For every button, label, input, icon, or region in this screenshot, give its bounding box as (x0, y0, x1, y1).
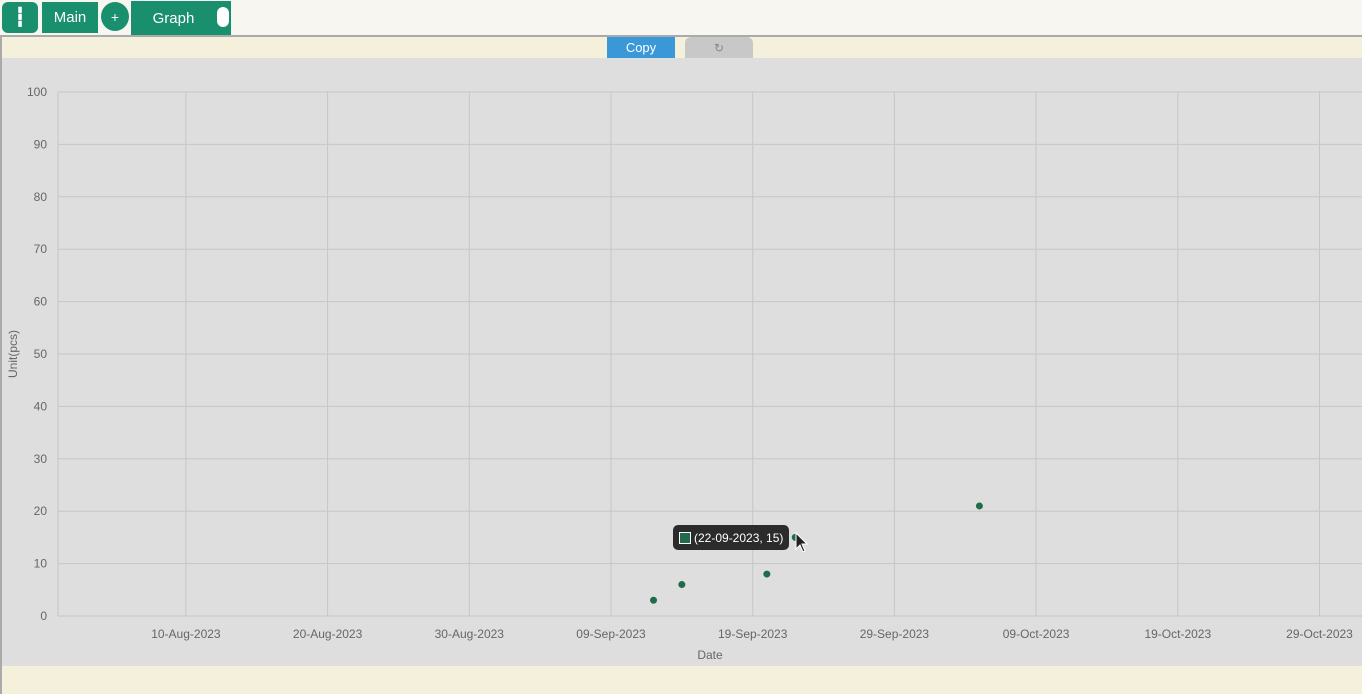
x-tick-label: 29-Oct-2023 (1286, 627, 1353, 641)
x-tick-label: 19-Oct-2023 (1144, 627, 1211, 641)
y-tick-label: 70 (34, 242, 48, 256)
x-tick-label: 20-Aug-2023 (293, 627, 363, 641)
x-tick-label: 29-Sep-2023 (860, 627, 930, 641)
y-tick-label: 60 (34, 295, 48, 309)
menu-icon[interactable]: ┇ (2, 2, 38, 33)
y-tick-label: 30 (34, 452, 48, 466)
y-tick-label: 10 (34, 557, 48, 571)
data-point[interactable] (650, 596, 658, 604)
mouse-cursor-icon (795, 532, 809, 553)
y-tick-label: 90 (34, 137, 48, 151)
x-axis-label: Date (697, 648, 723, 662)
tab-graph[interactable]: Graph (131, 1, 231, 35)
x-tick-label: 30-Aug-2023 (435, 627, 505, 641)
y-tick-label: 50 (34, 347, 48, 361)
tab-toggle-icon[interactable] (217, 7, 229, 27)
x-tick-label: 10-Aug-2023 (151, 627, 221, 641)
x-tick-label: 09-Sep-2023 (576, 627, 646, 641)
y-tick-label: 100 (27, 85, 47, 99)
tooltip-text: (22-09-2023, 15) (694, 530, 784, 545)
refresh-icon[interactable]: ↻ (685, 37, 753, 58)
data-point[interactable] (975, 502, 983, 510)
chart-area: 0 10 20 30 40 50 60 70 80 90 100 10-Aug-2023 20-Aug… (2, 58, 1362, 666)
series-swatch-icon (679, 531, 691, 544)
add-tab-button[interactable]: + (101, 2, 129, 31)
data-point[interactable] (763, 570, 771, 578)
scatter-chart[interactable]: 0 10 20 30 40 50 60 70 80 90 100 10-Aug-2023 20-Aug… (2, 58, 1362, 666)
tab-graph-label: Graph (152, 9, 195, 27)
y-tick-label: 20 (34, 504, 48, 518)
copy-button[interactable]: Copy (607, 37, 675, 58)
x-tick-label: 19-Sep-2023 (718, 627, 788, 641)
top-bar: ┇ Main + Graph (0, 0, 1362, 35)
point-tooltip: (22-09-2023, 15) (673, 525, 789, 550)
y-tick-label: 0 (40, 609, 47, 623)
tab-main[interactable]: Main (42, 2, 98, 33)
x-tick-label: 09-Oct-2023 (1003, 627, 1070, 641)
y-tick-label: 40 (34, 399, 48, 413)
data-point[interactable] (678, 581, 686, 589)
y-axis-label: Unit(pcs) (6, 330, 20, 378)
y-tick-label: 80 (34, 190, 48, 204)
